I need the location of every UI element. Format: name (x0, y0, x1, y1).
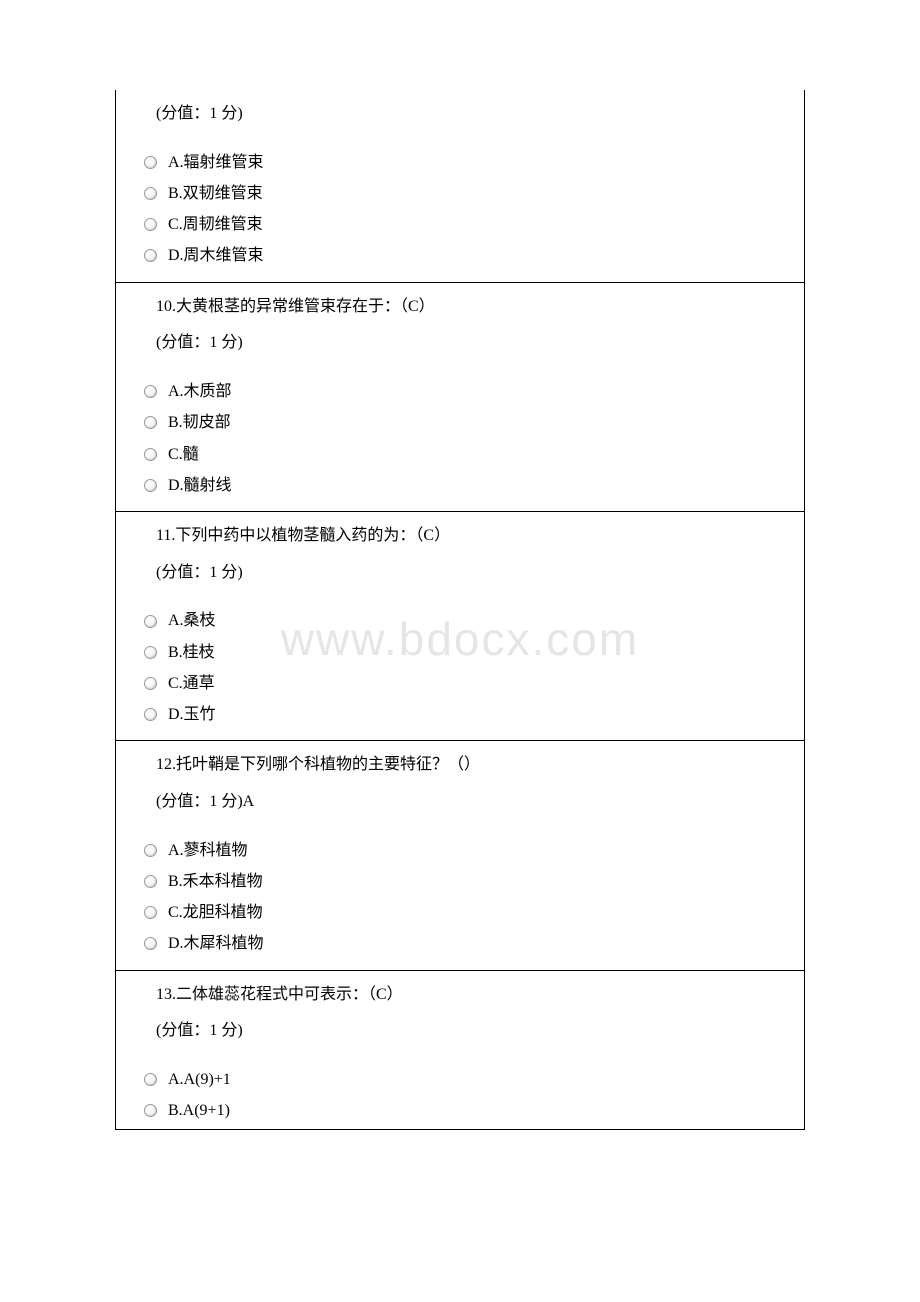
option-row: C.龙胆科植物 (136, 897, 804, 928)
radio-icon[interactable] (136, 479, 164, 492)
radio-icon[interactable] (136, 906, 164, 919)
option-row: A.木质部 (136, 376, 804, 407)
option-label: A.A(9)+1 (164, 1066, 231, 1093)
option-label: D.木犀科植物 (164, 930, 264, 957)
option-row: A.辐射维管束 (136, 147, 804, 178)
option-row: B.A(9+1) (136, 1095, 804, 1126)
radio-icon[interactable] (136, 448, 164, 461)
question-stem: 11.下列中药中以植物茎髓入药的为：（C） (116, 512, 804, 559)
question-stem: 12.托叶鞘是下列哪个科植物的主要特征？（） (116, 741, 804, 788)
options-list: A.木质部 B.韧皮部 C.髓 D.髓射线 (116, 376, 804, 511)
option-label: B.A(9+1) (164, 1097, 230, 1124)
option-row: B.双韧维管束 (136, 178, 804, 209)
question-score: (分值：1 分)A (116, 788, 804, 835)
option-label: D.髓射线 (164, 472, 232, 499)
radio-icon[interactable] (136, 218, 164, 231)
option-label: A.辐射维管束 (164, 149, 264, 176)
option-row: C.通草 (136, 668, 804, 699)
option-row: A.蓼科植物 (136, 835, 804, 866)
radio-icon[interactable] (136, 156, 164, 169)
radio-icon[interactable] (136, 1073, 164, 1086)
option-label: B.韧皮部 (164, 409, 231, 436)
radio-icon[interactable] (136, 875, 164, 888)
option-label: C.通草 (164, 670, 215, 697)
options-list: A.A(9)+1 B.A(9+1) (116, 1064, 804, 1128)
radio-icon[interactable] (136, 187, 164, 200)
option-row: D.髓射线 (136, 470, 804, 501)
radio-icon[interactable] (136, 677, 164, 690)
option-row: D.玉竹 (136, 699, 804, 730)
option-label: A.木质部 (164, 378, 232, 405)
option-row: C.髓 (136, 439, 804, 470)
question-block: 11.下列中药中以植物茎髓入药的为：（C） (分值：1 分) A.桑枝 B.桂枝… (115, 511, 805, 740)
radio-icon[interactable] (136, 249, 164, 262)
radio-icon[interactable] (136, 708, 164, 721)
option-label: C.龙胆科植物 (164, 899, 263, 926)
option-row: C.周韧维管束 (136, 209, 804, 240)
radio-icon[interactable] (136, 385, 164, 398)
question-score: (分值：1 分) (116, 559, 804, 606)
question-block: 12.托叶鞘是下列哪个科植物的主要特征？（） (分值：1 分)A A.蓼科植物 … (115, 740, 805, 969)
question-block: 10.大黄根茎的异常维管束存在于：（C） (分值：1 分) A.木质部 B.韧皮… (115, 282, 805, 511)
option-row: B.桂枝 (136, 637, 804, 668)
options-list: A.桑枝 B.桂枝 C.通草 D.玉竹 (116, 605, 804, 740)
question-stem: 13.二体雄蕊花程式中可表示：（C） (116, 971, 804, 1018)
option-label: C.周韧维管束 (164, 211, 263, 238)
option-label: B.双韧维管束 (164, 180, 263, 207)
option-row: B.禾本科植物 (136, 866, 804, 897)
question-stem: 10.大黄根茎的异常维管束存在于：（C） (116, 283, 804, 330)
option-label: D.玉竹 (164, 701, 216, 728)
option-label: D.周木维管束 (164, 242, 264, 269)
option-label: A.蓼科植物 (164, 837, 248, 864)
option-label: C.髓 (164, 441, 199, 468)
radio-icon[interactable] (136, 646, 164, 659)
option-label: A.桑枝 (164, 607, 216, 634)
option-row: B.韧皮部 (136, 407, 804, 438)
document-page: (分值：1 分) A.辐射维管束 B.双韧维管束 C.周韧维管束 D.周木维管束 (115, 90, 805, 1130)
option-row: D.周木维管束 (136, 240, 804, 271)
question-block: (分值：1 分) A.辐射维管束 B.双韧维管束 C.周韧维管束 D.周木维管束 (115, 90, 805, 282)
option-label: B.桂枝 (164, 639, 215, 666)
option-row: A.桑枝 (136, 605, 804, 636)
radio-icon[interactable] (136, 416, 164, 429)
options-list: A.蓼科植物 B.禾本科植物 C.龙胆科植物 D.木犀科植物 (116, 835, 804, 970)
question-block: 13.二体雄蕊花程式中可表示：（C） (分值：1 分) A.A(9)+1 B.A… (115, 970, 805, 1130)
option-row: A.A(9)+1 (136, 1064, 804, 1095)
radio-icon[interactable] (136, 615, 164, 628)
option-row: D.木犀科植物 (136, 928, 804, 959)
question-score: (分值：1 分) (116, 1017, 804, 1064)
options-list: A.辐射维管束 B.双韧维管束 C.周韧维管束 D.周木维管束 (116, 147, 804, 282)
option-label: B.禾本科植物 (164, 868, 263, 895)
question-score: (分值：1 分) (116, 329, 804, 376)
radio-icon[interactable] (136, 937, 164, 950)
radio-icon[interactable] (136, 844, 164, 857)
question-score: (分值：1 分) (116, 90, 804, 147)
radio-icon[interactable] (136, 1104, 164, 1117)
